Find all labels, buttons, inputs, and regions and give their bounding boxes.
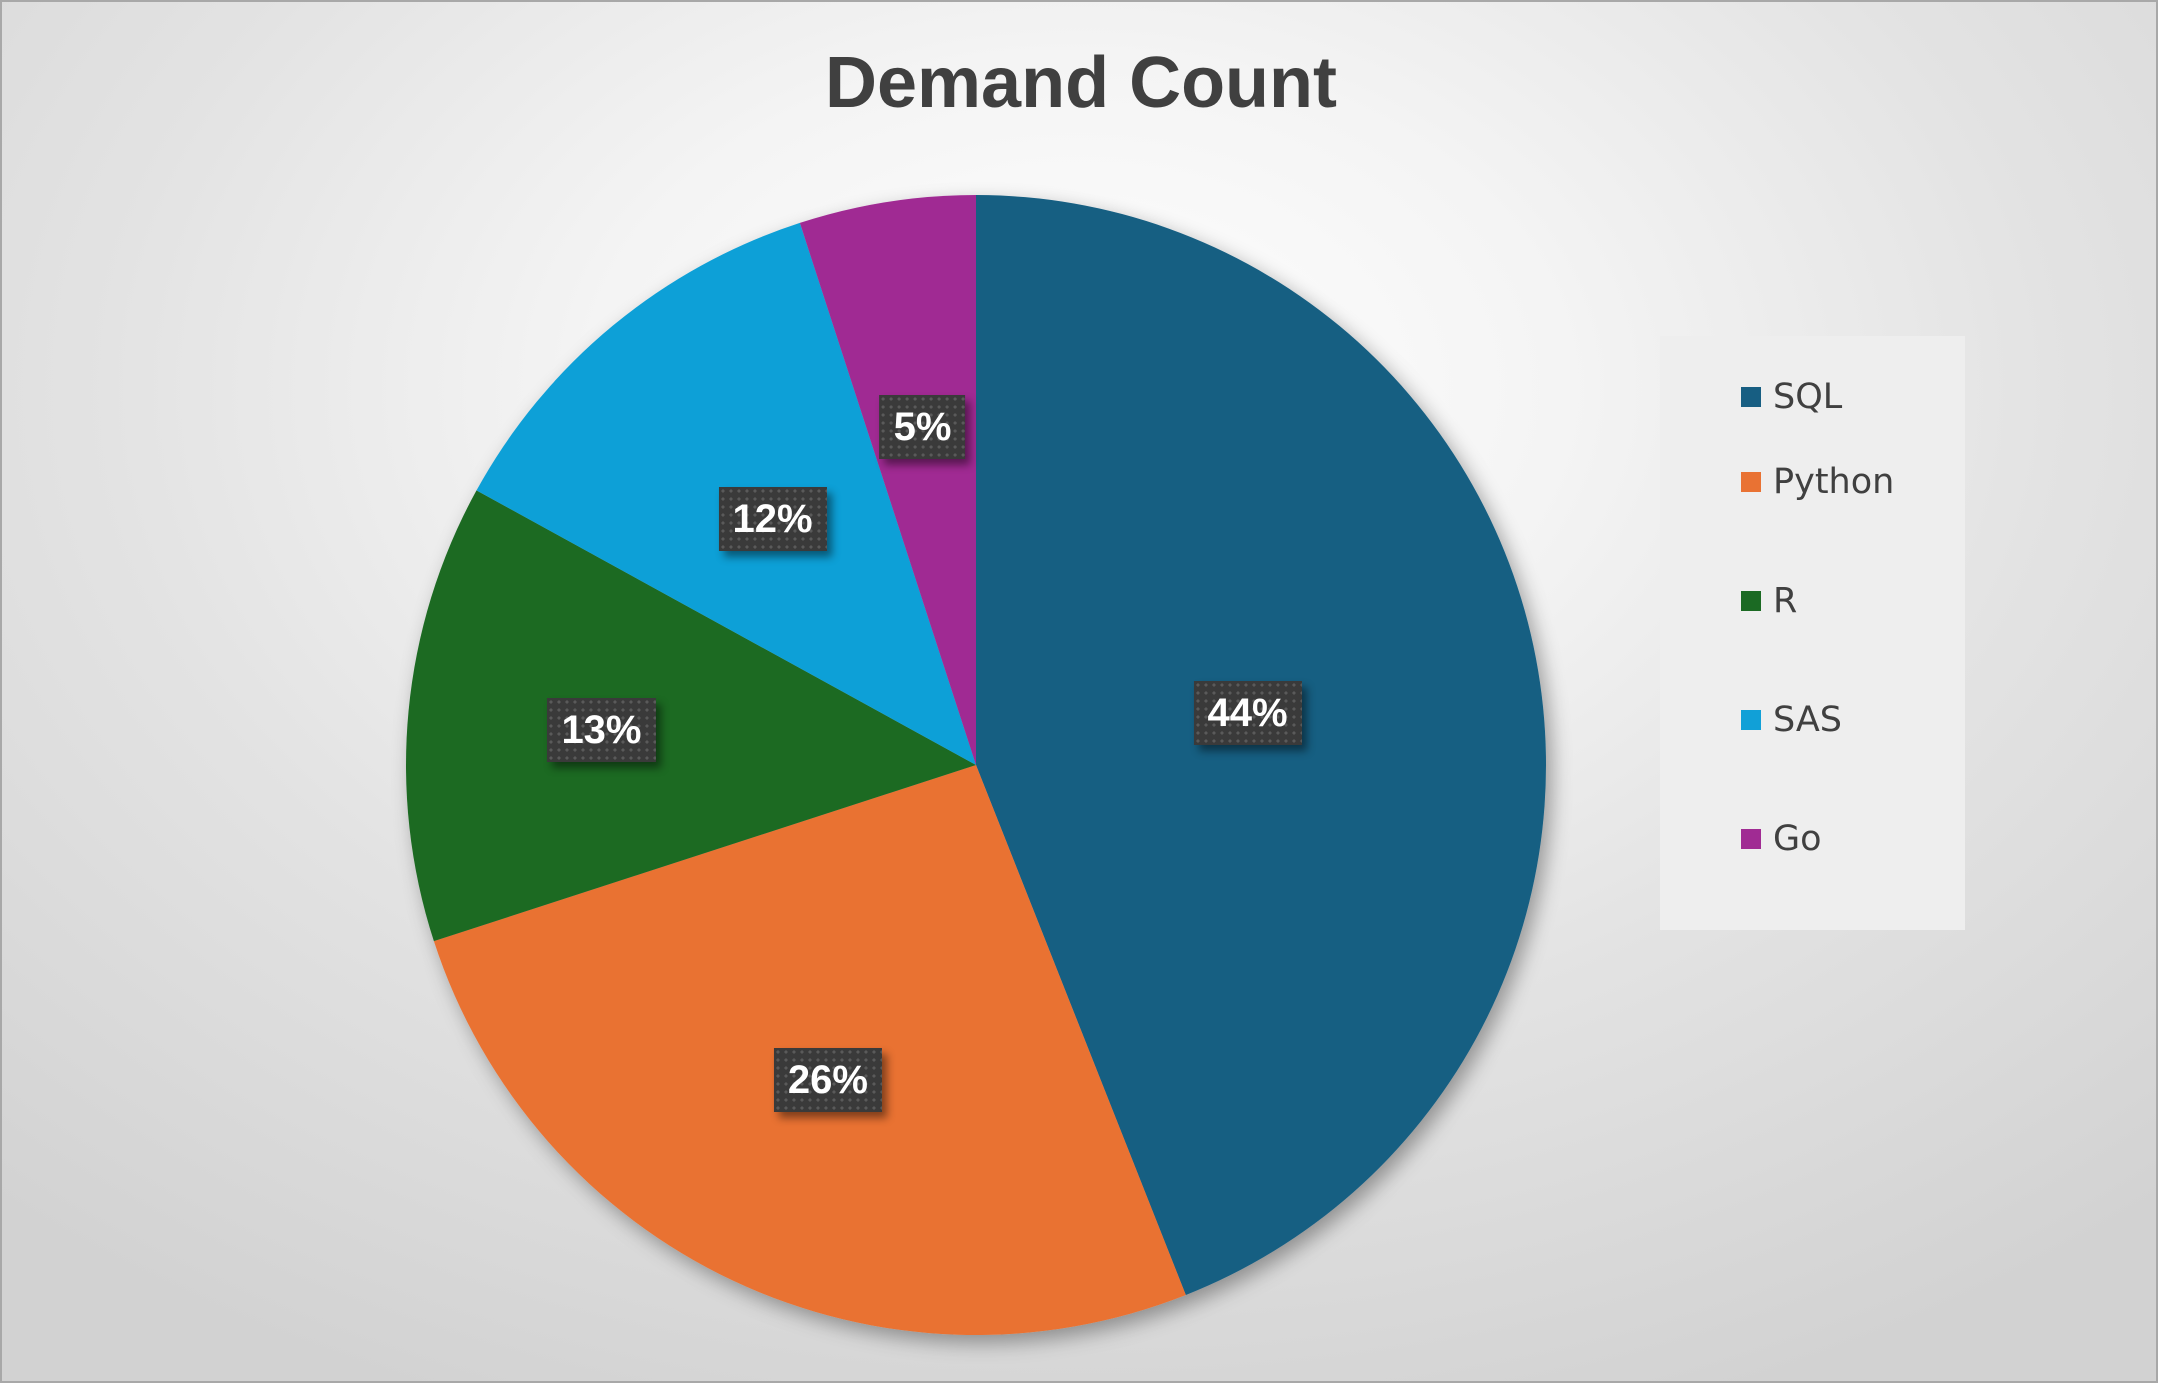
legend-label-sql: SQL xyxy=(1773,377,1843,417)
data-label-sas: 12% xyxy=(718,487,827,552)
legend-item-sql: SQL xyxy=(1660,372,1965,422)
legend-label-sas: SAS xyxy=(1773,699,1843,740)
pie-slice-go xyxy=(799,195,976,765)
legend-swatch-go xyxy=(1741,828,1761,849)
data-label-r: 13% xyxy=(547,697,656,762)
data-label-python: 26% xyxy=(773,1047,882,1112)
legend-label-r: R xyxy=(1773,580,1798,621)
legend-item-sas: SAS xyxy=(1660,660,1965,779)
legend-swatch-sql xyxy=(1741,387,1761,407)
pie-slices xyxy=(406,195,1547,1335)
legend-item-python: Python xyxy=(1660,422,1965,541)
legend-label-python: Python xyxy=(1773,461,1895,502)
chart-title: Demand Count xyxy=(825,43,1337,123)
chart-legend: SQL Python R SAS Go xyxy=(1660,336,1965,930)
data-label-go: 5% xyxy=(879,395,966,460)
pie-slice-r xyxy=(406,490,976,942)
data-label-sql: 44% xyxy=(1193,681,1302,746)
legend-item-go: Go xyxy=(1660,779,1965,898)
legend-item-r: R xyxy=(1660,541,1965,660)
legend-swatch-r xyxy=(1741,590,1761,611)
legend-swatch-sas xyxy=(1741,709,1761,730)
legend-swatch-python xyxy=(1741,471,1761,492)
legend-label-go: Go xyxy=(1773,818,1822,859)
